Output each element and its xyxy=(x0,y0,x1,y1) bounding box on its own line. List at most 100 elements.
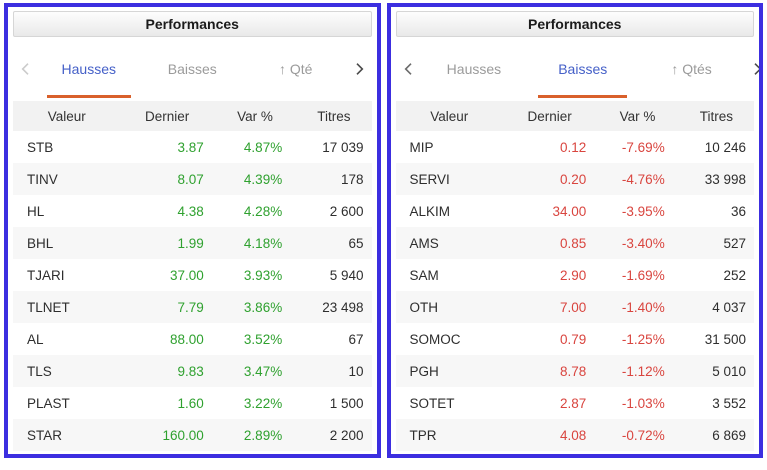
cell-dernier: 9.83 xyxy=(177,363,204,379)
tab-baisses[interactable]: Baisses xyxy=(528,37,637,101)
tab-label: Baisses xyxy=(558,61,608,77)
cell-valeur: ALKIM xyxy=(409,203,451,219)
cell-var: -3.40% xyxy=(621,235,665,251)
table-row[interactable]: AMS 0.85 -3.40% 527 xyxy=(395,227,754,259)
cell-dernier: 34.00 xyxy=(552,203,587,219)
cell-titres: 31 500 xyxy=(704,331,746,347)
cell-valeur: SERVI xyxy=(409,171,450,187)
cell-titres: 4 037 xyxy=(712,299,746,315)
cell-titres: 527 xyxy=(723,235,746,251)
column-header-dernier: Dernier xyxy=(120,101,214,131)
table-row[interactable]: SAM 2.90 -1.69% 252 xyxy=(396,259,755,291)
cell-dernier: 2.90 xyxy=(559,267,587,283)
chevron-left-icon[interactable] xyxy=(15,61,37,77)
cell-titres: 10 xyxy=(348,363,364,379)
cell-titres: 33 998 xyxy=(704,171,746,187)
table-row[interactable]: TPR 4.08 -0.72% 6 869 xyxy=(395,419,754,451)
table-row[interactable]: TLS 9.83 3.47% 10 xyxy=(13,355,372,387)
table-row[interactable]: SERVI 0.20 -4.76% 33 998 xyxy=(395,163,754,195)
cell-titres: 3 552 xyxy=(712,395,746,411)
cell-titres: 17 039 xyxy=(322,139,364,155)
cell-var: 3.52% xyxy=(243,331,283,347)
table-row[interactable]: BHL 1.99 4.18% 65 xyxy=(13,227,372,259)
cell-titres: 23 498 xyxy=(322,299,364,315)
column-header-valeur: Valeur xyxy=(13,101,121,131)
table-row[interactable]: STAR 160.00 2.89% 2 200 xyxy=(13,419,372,451)
cell-var: -0.72% xyxy=(621,427,665,443)
cell-titres: 67 xyxy=(348,331,364,347)
gainers-table: Valeur Dernier Var % Titres STB 3.87 4.87%… xyxy=(13,101,372,451)
cell-titres: 5 010 xyxy=(712,363,746,379)
tab-hausses[interactable]: Hausses xyxy=(420,37,529,101)
table-row[interactable]: STB 3.87 4.87% 17 039 xyxy=(13,131,372,163)
table-row[interactable]: SOMOC 0.79 -1.25% 31 500 xyxy=(396,323,755,355)
tab-qtes[interactable]: ↑ Qtés xyxy=(637,37,746,101)
cell-var: 4.87% xyxy=(243,139,283,155)
cell-titres: 6 869 xyxy=(712,427,746,443)
cell-valeur: SAM xyxy=(409,267,439,283)
column-header-var: Var % xyxy=(213,101,297,131)
cell-titres: 2 200 xyxy=(329,427,364,443)
cell-dernier: 0.79 xyxy=(559,331,587,347)
cell-dernier: 2.87 xyxy=(559,395,587,411)
table-row[interactable]: AL 88.00 3.52% 67 xyxy=(13,323,372,355)
cell-titres: 1 500 xyxy=(329,395,364,411)
column-header-valeur: Valeur xyxy=(395,101,504,131)
tab-label: ↑ Qté xyxy=(279,61,313,77)
panel-title: Performances xyxy=(13,11,372,37)
cell-var: -3.95% xyxy=(621,203,665,219)
column-header-titres: Titres xyxy=(678,101,754,131)
cell-titres: 10 246 xyxy=(704,139,746,155)
table-row[interactable]: PLAST 1.60 3.22% 1 500 xyxy=(13,387,372,419)
cell-dernier: 88.00 xyxy=(169,331,204,347)
cell-var: -1.69% xyxy=(621,267,665,283)
cell-valeur: TLS xyxy=(27,363,52,379)
cell-valeur: MIP xyxy=(409,139,434,155)
table-row[interactable]: ALKIM 34.00 -3.95% 36 xyxy=(396,195,755,227)
tab-qtes[interactable]: ↑ Qté xyxy=(244,37,348,101)
column-header-dernier: Dernier xyxy=(503,101,597,131)
cell-var: -1.12% xyxy=(621,363,665,379)
table-row[interactable]: SOTET 2.87 -1.03% 3 552 xyxy=(396,387,755,419)
table-row[interactable]: HL 4.38 4.28% 2 600 xyxy=(13,195,372,227)
tab-label: Hausses xyxy=(61,61,116,77)
cell-valeur: STB xyxy=(27,139,54,155)
cell-var: 3.47% xyxy=(243,363,283,379)
cell-dernier: 1.60 xyxy=(177,395,204,411)
table-row[interactable]: TJARI 37.00 3.93% 5 940 xyxy=(13,259,372,291)
table-row[interactable]: TINV 8.07 4.39% 178 xyxy=(13,163,372,195)
cell-valeur: TINV xyxy=(27,171,58,187)
cell-dernier: 7.00 xyxy=(559,299,587,315)
cell-titres: 36 xyxy=(730,203,746,219)
cell-var: 4.28% xyxy=(243,203,283,219)
cell-dernier: 0.85 xyxy=(559,235,587,251)
chevron-right-icon[interactable] xyxy=(746,61,760,77)
table-row[interactable]: MIP 0.12 -7.69% 10 246 xyxy=(396,131,755,163)
tab-label: Baisses xyxy=(167,61,217,77)
cell-valeur: TJARI xyxy=(27,267,65,283)
cell-valeur: PLAST xyxy=(27,395,70,411)
cell-var: -4.76% xyxy=(621,171,665,187)
table-row[interactable]: PGH 8.78 -1.12% 5 010 xyxy=(395,355,754,387)
cell-var: 3.22% xyxy=(243,395,283,411)
cell-var: -1.03% xyxy=(621,395,665,411)
chevron-left-icon[interactable] xyxy=(398,61,420,77)
cell-valeur: TPR xyxy=(409,427,437,443)
column-header-titres: Titres xyxy=(296,101,372,131)
cell-var: 4.18% xyxy=(243,235,283,251)
tab-hausses[interactable]: Hausses xyxy=(37,37,141,101)
cell-titres: 2 600 xyxy=(329,203,364,219)
cell-var: 2.89% xyxy=(243,427,283,443)
table-row[interactable]: OTH 7.00 -1.40% 4 037 xyxy=(395,291,754,323)
tab-baisses[interactable]: Baisses xyxy=(141,37,245,101)
table-row[interactable]: TLNET 7.79 3.86% 23 498 xyxy=(13,291,372,323)
cell-valeur: AL xyxy=(27,331,44,347)
tab-bar: Hausses Baisses ↑ Qtés xyxy=(396,37,760,101)
cell-dernier: 7.79 xyxy=(177,299,204,315)
tab-bar: Hausses Baisses ↑ Qté xyxy=(13,37,372,101)
cell-valeur: SOTET xyxy=(409,395,455,411)
cell-titres: 252 xyxy=(723,267,746,283)
chevron-right-icon[interactable] xyxy=(348,61,370,77)
cell-valeur: OTH xyxy=(409,299,439,315)
cell-valeur: HL xyxy=(27,203,45,219)
